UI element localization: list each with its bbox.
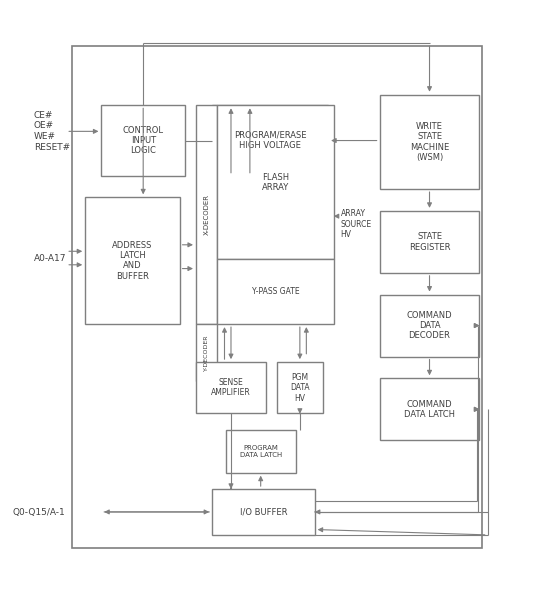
Bar [380,294,479,356]
Text: Q0-Q15/A-1: Q0-Q15/A-1 [12,508,65,517]
Bar [102,105,185,176]
Bar [218,259,333,324]
Text: WRITE
STATE
MACHINE
(WSM): WRITE STATE MACHINE (WSM) [410,122,449,162]
Bar [72,46,482,548]
Text: COMMAND
DATA
DECODER: COMMAND DATA DECODER [407,310,452,340]
Text: A0-A17: A0-A17 [34,254,66,263]
Text: RESET#: RESET# [34,143,70,152]
Bar [277,362,323,413]
Text: PGM
DATA
HV: PGM DATA HV [290,373,310,403]
Text: Y-PASS GATE: Y-PASS GATE [252,287,299,296]
Text: SENSE
AMPLIFIER: SENSE AMPLIFIER [211,378,251,398]
Bar [380,378,479,441]
Text: WE#: WE# [34,133,56,141]
Text: PROGRAM/ERASE
HIGH VOLTAGE: PROGRAM/ERASE HIGH VOLTAGE [234,131,306,150]
Bar [380,95,479,189]
Text: I/O BUFFER: I/O BUFFER [239,508,287,517]
Text: ARRAY
SOURCE
HV: ARRAY SOURCE HV [340,209,372,239]
Bar [212,105,328,176]
Text: ADDRESS
LATCH
AND
BUFFER: ADDRESS LATCH AND BUFFER [112,241,153,281]
Text: OE#: OE# [34,121,54,130]
Bar [196,105,218,324]
Text: STATE
REGISTER: STATE REGISTER [409,232,450,252]
Bar [196,362,266,413]
Bar [380,211,479,273]
Bar [218,105,333,259]
Text: CONTROL
INPUT
LOGIC: CONTROL INPUT LOGIC [123,125,163,155]
Text: Y-DECODER: Y-DECODER [204,335,209,371]
Text: CE#: CE# [34,111,53,120]
Bar [225,429,296,473]
Text: FLASH
ARRAY: FLASH ARRAY [262,173,289,192]
Bar [196,324,218,381]
Text: PROGRAM
DATA LATCH: PROGRAM DATA LATCH [239,445,282,458]
Bar [85,197,180,324]
Text: COMMAND
DATA LATCH: COMMAND DATA LATCH [404,399,455,419]
Bar [212,489,315,535]
Text: X-DECODER: X-DECODER [204,194,210,236]
